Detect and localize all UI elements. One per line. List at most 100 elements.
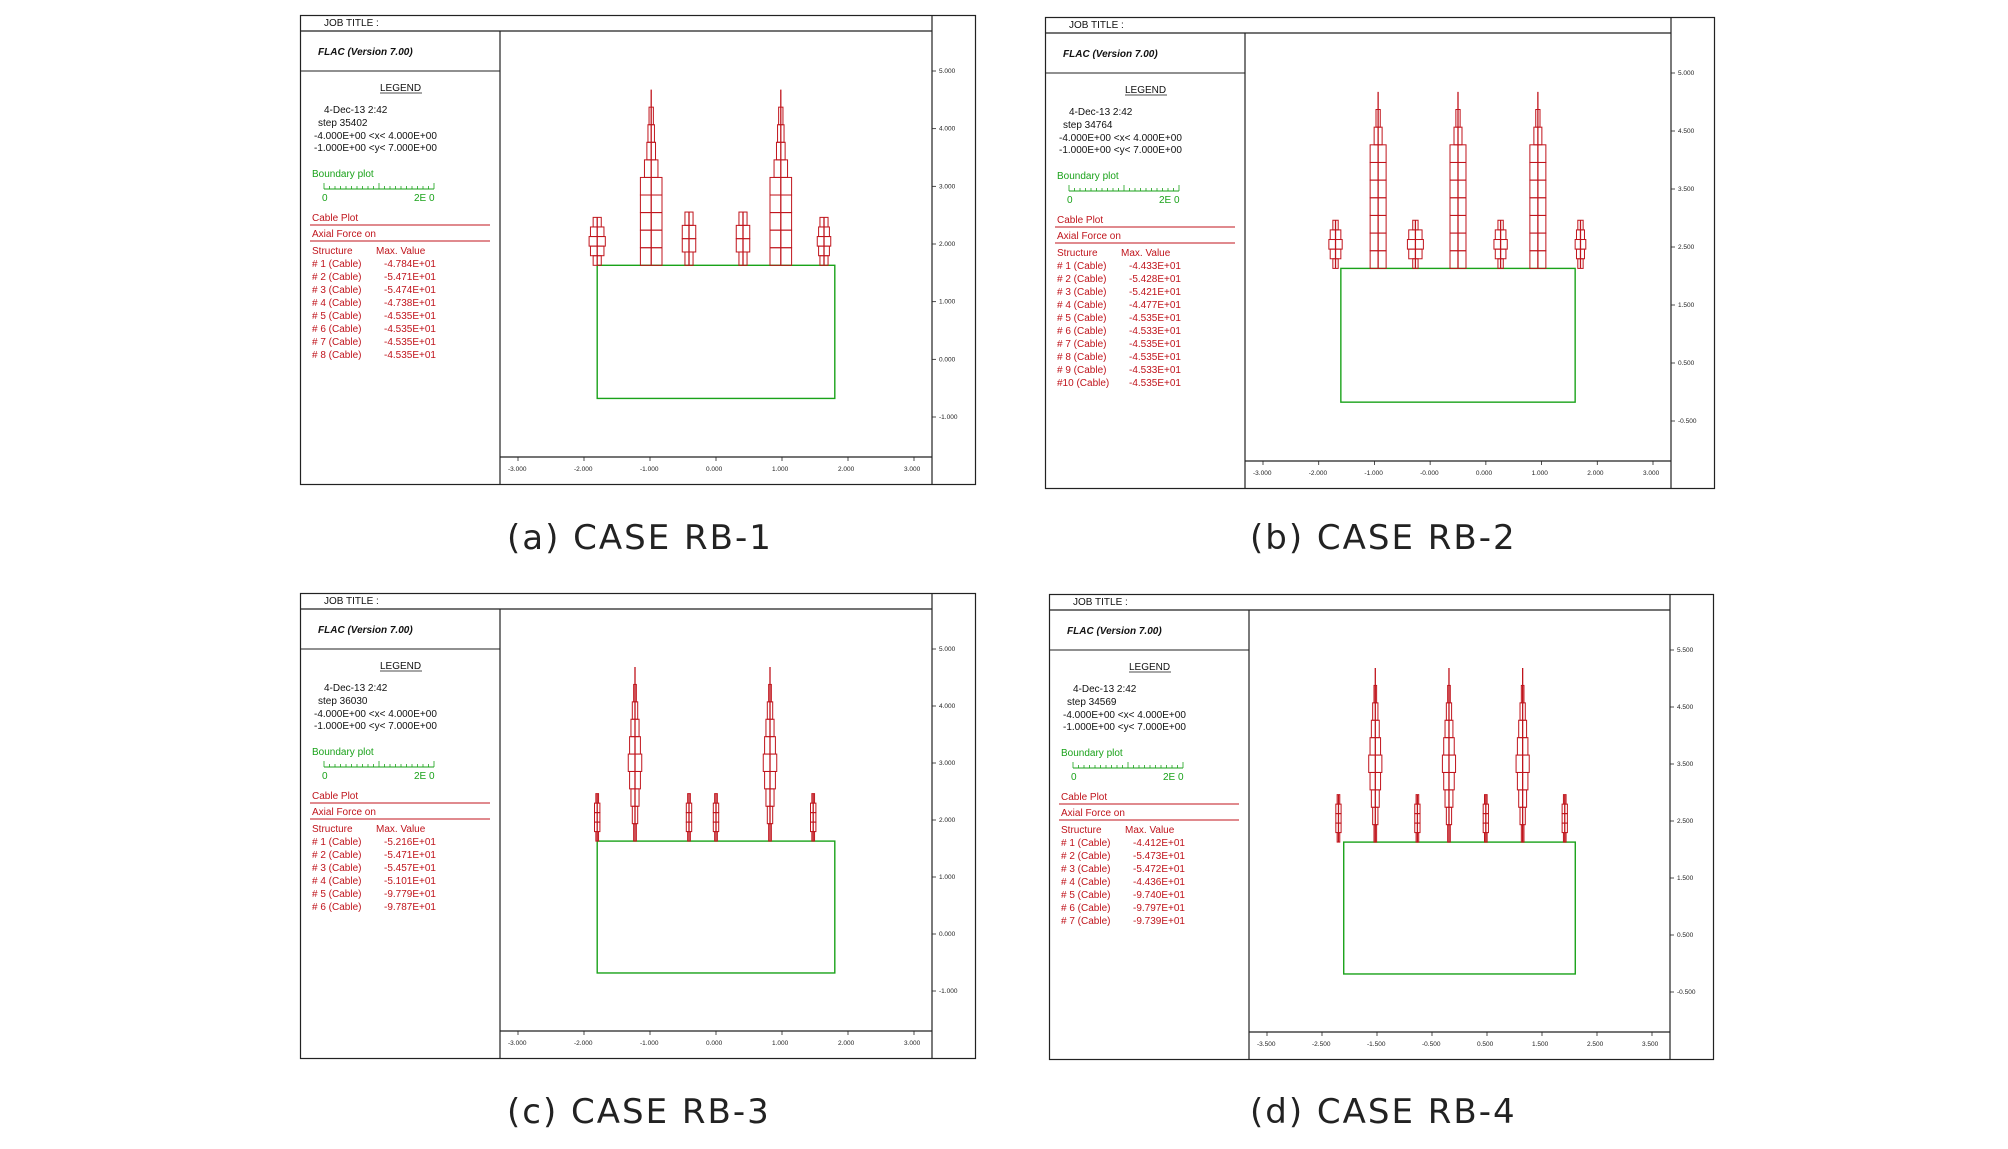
structure-row-name: # 2 (Cable)	[1061, 851, 1110, 862]
scale-max-label: 2E 0	[414, 771, 435, 782]
structure-row-name: # 8 (Cable)	[312, 350, 361, 361]
y-tick-label: -0.500	[1678, 418, 1697, 425]
legend-yrange: -1.000E+00 <y< 7.000E+00	[1059, 145, 1182, 156]
axial-force-segment	[1415, 832, 1420, 843]
structure-row-value: -5.474E+01	[384, 285, 436, 296]
x-tick-label: 0.000	[706, 466, 723, 473]
value-header: Max. Value	[376, 246, 426, 257]
axial-force-segment	[714, 831, 718, 842]
axial-force-segment	[1449, 250, 1467, 269]
x-tick-label: 1.000	[772, 466, 789, 473]
flac-plot-svg: JOB TITLE : FLAC (Version 7.00) LEGEND 4-De…	[299, 592, 977, 1060]
x-tick-label: 1.000	[1532, 470, 1549, 477]
structure-header: Structure	[312, 246, 353, 257]
legend-yrange: -1.000E+00 <y< 7.000E+00	[1063, 722, 1186, 733]
y-tick-label: -1.000	[939, 988, 958, 995]
cable-plot-label: Cable Plot	[312, 791, 358, 802]
structure-row-value: -4.412E+01	[1133, 838, 1185, 849]
structure-row-name: # 3 (Cable)	[312, 863, 361, 874]
y-tick-label: 5.000	[1678, 70, 1695, 77]
axial-force-segment	[684, 251, 694, 266]
axial-force-segment	[1373, 824, 1378, 843]
axial-force-segment	[592, 255, 602, 266]
program-label: FLAC (Version 7.00)	[318, 47, 413, 58]
axial-force-label: Axial Force on	[312, 229, 376, 240]
legend-yrange: -1.000E+00 <y< 7.000E+00	[314, 143, 437, 154]
structure-row-value: -5.428E+01	[1129, 274, 1181, 285]
axial-force-segment	[1483, 832, 1488, 843]
structure-row-name: # 6 (Cable)	[1061, 903, 1110, 914]
cable-plot-label: Cable Plot	[1057, 215, 1103, 226]
structure-row-value: -4.535E+01	[384, 350, 436, 361]
boundary-plot-label: Boundary plot	[312, 169, 374, 180]
structure-row-value: -9.739E+01	[1133, 916, 1185, 927]
y-tick-label: 5.000	[939, 68, 956, 75]
structure-row-value: -9.740E+01	[1133, 890, 1185, 901]
axial-force-segment	[738, 251, 748, 266]
y-tick-label: 4.500	[1677, 704, 1694, 711]
flac-plot-svg: JOB TITLE : FLAC (Version 7.00) LEGEND 4-De…	[1044, 16, 1716, 490]
axial-force-segment	[633, 823, 637, 842]
x-tick-label: -0.000	[1420, 470, 1439, 477]
axial-force-segment	[1369, 250, 1387, 269]
structure-row-value: -4.533E+01	[1129, 365, 1181, 376]
axial-force-segment	[811, 831, 816, 842]
x-tick-label: 0.000	[706, 1040, 723, 1047]
x-tick-label: 2.000	[838, 1040, 855, 1047]
structure-row-value: -9.779E+01	[384, 889, 436, 900]
x-tick-label: -3.500	[1257, 1041, 1276, 1048]
x-tick-label: -2.000	[574, 466, 593, 473]
y-tick-label: 3.500	[1678, 186, 1695, 193]
structure-row-name: # 6 (Cable)	[1057, 326, 1106, 337]
axial-force-segment	[1562, 832, 1567, 843]
x-tick-label: 2.000	[1587, 470, 1604, 477]
x-tick-label: -1.000	[640, 1040, 659, 1047]
structure-row-value: -5.472E+01	[1133, 864, 1185, 875]
y-tick-label: 3.000	[939, 183, 956, 190]
axial-force-segment	[1529, 250, 1547, 269]
scale-min-label: 0	[322, 193, 328, 204]
structure-row-name: # 5 (Cable)	[312, 889, 361, 900]
x-tick-label: -2.500	[1312, 1041, 1331, 1048]
x-tick-label: 1.000	[772, 1040, 789, 1047]
legend-date: 4-Dec-13 2:42	[324, 105, 388, 116]
flac-plot-svg: JOB TITLE : FLAC (Version 7.00) LEGEND 4-De…	[299, 14, 977, 486]
x-tick-label: 3.000	[904, 1040, 921, 1047]
boundary-plot-label: Boundary plot	[1057, 171, 1119, 182]
legend-title: LEGEND	[1129, 662, 1170, 673]
structure-row-name: # 1 (Cable)	[312, 259, 361, 270]
axial-force-segment	[769, 247, 793, 266]
legend-xrange: -4.000E+00 <x< 4.000E+00	[1063, 710, 1186, 721]
x-tick-label: -3.000	[508, 1040, 527, 1047]
caption-c: (c) CASE RB-3	[507, 1092, 771, 1132]
legend-yrange: -1.000E+00 <y< 7.000E+00	[314, 721, 437, 732]
structure-row-value: -4.433E+01	[1129, 261, 1181, 272]
scale-min-label: 0	[1067, 195, 1073, 206]
y-tick-label: 3.000	[939, 760, 956, 767]
caption-b: (b) CASE RB-2	[1250, 518, 1517, 558]
flac-plot-panel-c: JOB TITLE : FLAC (Version 7.00) LEGEND 4-De…	[299, 592, 977, 1060]
axial-force-segment	[687, 831, 691, 842]
flac-plot-panel-a: JOB TITLE : FLAC (Version 7.00) LEGEND 4-De…	[299, 14, 977, 486]
structure-row-name: # 3 (Cable)	[1061, 864, 1110, 875]
axial-force-segment	[1520, 824, 1525, 843]
axial-force-segment	[595, 831, 600, 842]
legend-xrange: -4.000E+00 <x< 4.000E+00	[314, 709, 437, 720]
y-tick-label: -1.000	[939, 414, 958, 421]
structure-row-name: # 8 (Cable)	[1057, 352, 1106, 363]
structure-row-value: -9.797E+01	[1133, 903, 1185, 914]
x-tick-label: 2.000	[838, 466, 855, 473]
axial-force-label: Axial Force on	[1061, 808, 1125, 819]
axial-force-segment	[639, 247, 663, 266]
structure-row-name: # 2 (Cable)	[312, 272, 361, 283]
structure-row-value: -4.436E+01	[1133, 877, 1185, 888]
structure-row-value: -4.533E+01	[1129, 326, 1181, 337]
structure-row-name: # 4 (Cable)	[312, 298, 361, 309]
axial-force-segment	[1447, 824, 1451, 843]
axial-force-label: Axial Force on	[1057, 231, 1121, 242]
boundary-block	[596, 264, 836, 400]
structure-header: Structure	[312, 824, 353, 835]
structure-header: Structure	[1061, 825, 1102, 836]
structure-row-value: -4.477E+01	[1129, 300, 1181, 311]
outer-frame	[1044, 16, 1716, 490]
